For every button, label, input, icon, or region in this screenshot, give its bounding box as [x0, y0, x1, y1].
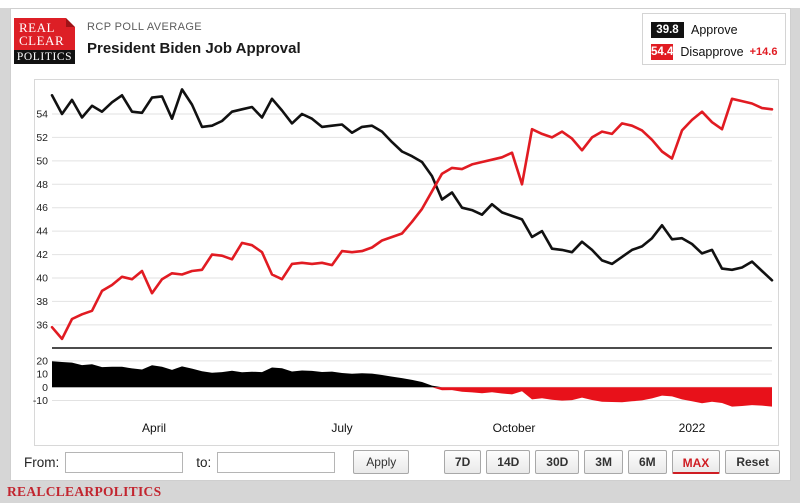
svg-text:20: 20 [36, 355, 48, 367]
svg-text:52: 52 [36, 132, 48, 144]
svg-text:10: 10 [36, 369, 48, 381]
svg-text:0: 0 [42, 382, 48, 394]
svg-text:48: 48 [36, 179, 48, 191]
from-input[interactable] [65, 451, 184, 473]
logo-line-politics: POLITICS [14, 50, 75, 64]
svg-text:40: 40 [36, 272, 48, 284]
range-30d-button[interactable]: 30D [535, 450, 580, 474]
svg-text:44: 44 [36, 226, 48, 238]
range-max-button[interactable]: MAX [671, 450, 721, 474]
svg-text:54: 54 [36, 109, 48, 121]
svg-text:-10: -10 [33, 395, 48, 407]
range-14d-button[interactable]: 14D [486, 450, 531, 474]
svg-text:36: 36 [36, 319, 48, 331]
apply-button[interactable]: Apply [353, 450, 410, 474]
approve-label: Approve [691, 23, 738, 37]
from-label: From: [24, 454, 60, 470]
legend-box: 39.8 Approve 54.4 Disapprove +14.6 [642, 13, 786, 65]
disapprove-value-badge: 54.4 [651, 44, 674, 60]
logo-text: REAL CLEAR [14, 18, 75, 47]
poll-average-label: RCP POLL AVERAGE [87, 21, 203, 33]
logo-line-clear: CLEAR [19, 32, 65, 48]
chart-container: 54 52 50 48 46 44 42 40 38 36 20 10 0 -10 April July Oct… [33, 79, 780, 447]
spread-value: +14.6 [749, 46, 778, 58]
range-6m-button[interactable]: 6M [627, 450, 667, 474]
svg-text:2022: 2022 [679, 421, 706, 435]
svg-text:April: April [142, 421, 166, 435]
svg-text:38: 38 [36, 296, 48, 308]
svg-text:July: July [331, 421, 352, 435]
approval-chart[interactable]: 54 52 50 48 46 44 42 40 38 36 20 100-10 April July Oct… [33, 80, 780, 447]
reset-button[interactable]: Reset [725, 450, 780, 474]
to-input[interactable] [217, 451, 336, 473]
range-7d-button[interactable]: 7D [443, 450, 482, 474]
page-title: President Biden Job Approval [87, 40, 301, 57]
date-range-controls: From: to: Apply 7D 14D 30D 3M 6M MAX Res… [11, 448, 790, 476]
range-button-group: 7D 14D 30D 3M 6M MAX Reset [439, 450, 780, 474]
range-3m-button[interactable]: 3M [584, 450, 623, 474]
logo-fold-corner-icon [66, 18, 75, 27]
footer-brand: REALCLEARPOLITICS [7, 484, 162, 499]
svg-text:50: 50 [36, 155, 48, 167]
to-label: to: [196, 454, 212, 470]
disapprove-label: Disapprove [680, 45, 744, 59]
rcp-logo[interactable]: REAL CLEAR POLITICS [14, 18, 75, 64]
legend-approve-row: 39.8 Approve [651, 21, 777, 39]
svg-text:October: October [493, 421, 536, 435]
logo-line-real: REAL [19, 20, 55, 35]
poll-card: REAL CLEAR POLITICS RCP POLL AVERAGE Pre… [10, 8, 791, 481]
svg-text:42: 42 [36, 249, 48, 261]
svg-text:46: 46 [36, 202, 48, 214]
legend-disapprove-row: 54.4 Disapprove +14.6 [651, 43, 777, 61]
approve-value-badge: 39.8 [651, 22, 684, 38]
